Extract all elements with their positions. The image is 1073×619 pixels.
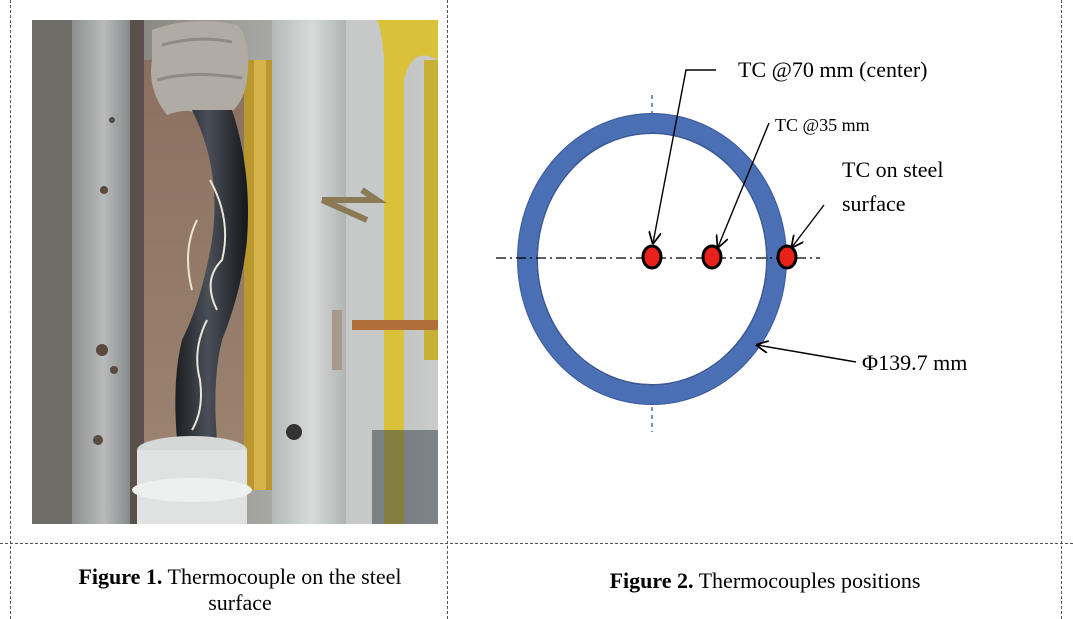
thermocouple-photo (32, 20, 438, 524)
tc-surface-label-line1: TC on steel (842, 157, 943, 182)
figure2-caption-text: Thermocouples positions (698, 568, 921, 593)
tc-35mm-marker (701, 244, 723, 270)
tc-center-marker (641, 244, 663, 270)
table-border-right (1061, 0, 1062, 619)
figure1-caption: Figure 1. Thermocouple on the steel surf… (60, 564, 420, 616)
diagram-canvas: TC @70 mm (center) TC @35 mm TC on steel… (496, 57, 967, 432)
tc-surface-marker (776, 244, 798, 270)
tc-center-leader (653, 69, 716, 243)
figure2-caption: Figure 2. Thermocouples positions (470, 568, 1060, 594)
diameter-label: Φ139.7 mm (862, 350, 967, 375)
tc-center-label: TC @70 mm (center) (738, 57, 927, 82)
tc-surface-leader (792, 204, 825, 247)
figure1-caption-text: Thermocouple on the steel surface (167, 564, 402, 615)
table-border-left (10, 0, 11, 619)
photo-illustration (32, 20, 438, 524)
table-row-divider (0, 543, 1073, 544)
tc-surface-label-line2: surface (842, 191, 906, 216)
figure2-caption-label: Figure 2. (609, 568, 694, 593)
tc-35mm-leader (718, 122, 770, 247)
table-border-middle (447, 0, 448, 619)
thermocouple-positions-diagram: TC @70 mm (center) TC @35 mm TC on steel… (486, 0, 1073, 555)
figure1-caption-label: Figure 1. (78, 564, 163, 589)
diameter-leader (757, 345, 857, 363)
tc-35mm-label: TC @35 mm (775, 115, 870, 135)
